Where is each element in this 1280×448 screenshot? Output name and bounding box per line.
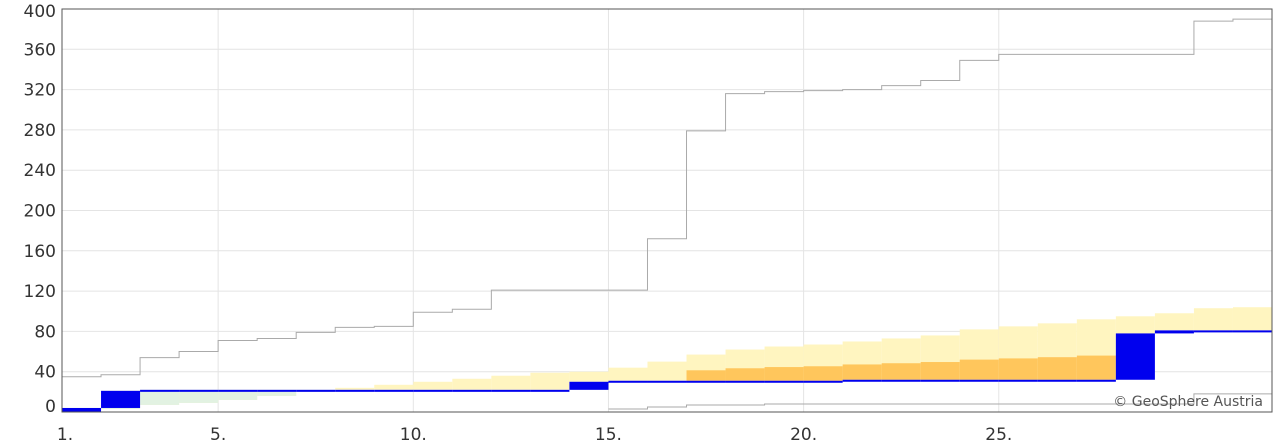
climate-band-segment [1154,313,1194,331]
measured-step-day-21 [842,379,882,382]
measured-step-day-30 [1193,330,1233,333]
y-tick-label: 360 [24,40,56,60]
measured-step-day-20 [803,380,843,383]
y-tick-label: 120 [24,282,56,302]
deficit-band-segment [881,363,921,380]
measured-step-day-9 [374,389,414,392]
deficit-band-segment [998,358,1038,380]
y-tick-label: 80 [34,322,56,342]
credit-label: © GeoSphere Austria [1113,394,1263,410]
y-tick-label: 200 [24,202,56,222]
measured-step-day-1 [62,407,102,412]
measured-step-day-22 [881,379,921,382]
climate-band-segment [491,375,531,390]
measured-step-day-7 [296,389,336,392]
climate-band-segment [569,371,609,382]
measured-step-day-6 [257,389,297,392]
climate-band-segment [647,361,687,381]
climate-band-segment [335,387,375,390]
measured-step-day-4 [179,389,219,392]
x-tick-label: 5. [210,425,226,445]
measured-step-day-26 [1037,379,1077,382]
measured-steps-layer [62,330,1272,412]
deficit-band-segment [920,362,960,380]
climate-band-segment [530,372,570,390]
measured-step-day-28 [1115,333,1155,380]
surplus-band-segment [257,389,297,396]
measured-step-day-27 [1076,379,1116,382]
deficit-band-segment [1037,357,1077,380]
climate-band-segment [1232,307,1272,331]
deficit-band-segment [764,367,804,381]
measured-step-day-25 [998,379,1038,382]
measured-step-day-15 [608,380,648,383]
y-tick-label: 160 [24,242,56,262]
measured-step-day-17 [686,380,726,383]
measured-step-day-18 [725,380,765,383]
deficit-band-segment [1076,355,1116,380]
x-tick-label: 25. [985,425,1012,445]
x-tick-label: 1. [57,425,73,445]
deficit-band-segment [686,370,726,381]
surplus-band-segment [179,389,219,403]
x-tick-label: 20. [790,425,817,445]
deficit-band-segment [803,366,843,381]
y-tick-label: 0 [45,397,56,417]
x-tick-label: 15. [595,425,622,445]
min-step-line [608,393,1272,410]
deficit-band-segment [725,368,765,381]
measured-step-day-16 [647,380,687,383]
climate-band-segment [1115,316,1155,334]
climate-band-segment [413,381,453,390]
plot-frame [61,8,1273,413]
measured-step-day-3 [140,389,180,392]
measured-step-day-8 [335,389,375,392]
measured-step-day-5 [218,389,258,392]
x-axis-ticks: 1. 5. 10. 15. 20. 25. [57,425,1012,445]
climate-band-segment [374,384,414,390]
measured-step-day-13 [530,389,570,392]
measured-step-day-29 [1154,330,1194,334]
y-tick-label: 40 [34,363,56,383]
max-step-line [62,18,1272,378]
surplus-band-segment [218,389,258,400]
x-tick-label: 10. [400,425,427,445]
y-tick-label: 240 [24,161,56,181]
climate-band-segment [1193,308,1233,331]
measured-step-day-12 [491,389,531,392]
measured-step-day-11 [452,389,492,392]
y-tick-label: 320 [24,81,56,101]
measured-step-day-2 [101,390,141,408]
surplus-band-segment [140,389,180,405]
measured-step-day-31 [1232,330,1272,333]
measured-step-day-10 [413,389,453,392]
measured-step-day-19 [764,380,804,383]
y-tick-label: 280 [24,121,56,141]
climate-band-segment [452,378,492,390]
measured-step-day-14 [569,381,609,390]
lines-layer [62,18,1272,410]
deficit-band-segment [959,359,999,380]
bands-layer [62,307,1272,411]
climate-band-segment [608,367,648,381]
y-tick-label: 400 [24,2,56,22]
y-axis-ticks: 0 40 80 120 160 200 240 280 320 360 400 [24,2,56,417]
measured-step-day-23 [920,379,960,382]
measured-step-day-24 [959,379,999,382]
deficit-band-segment [842,364,882,380]
